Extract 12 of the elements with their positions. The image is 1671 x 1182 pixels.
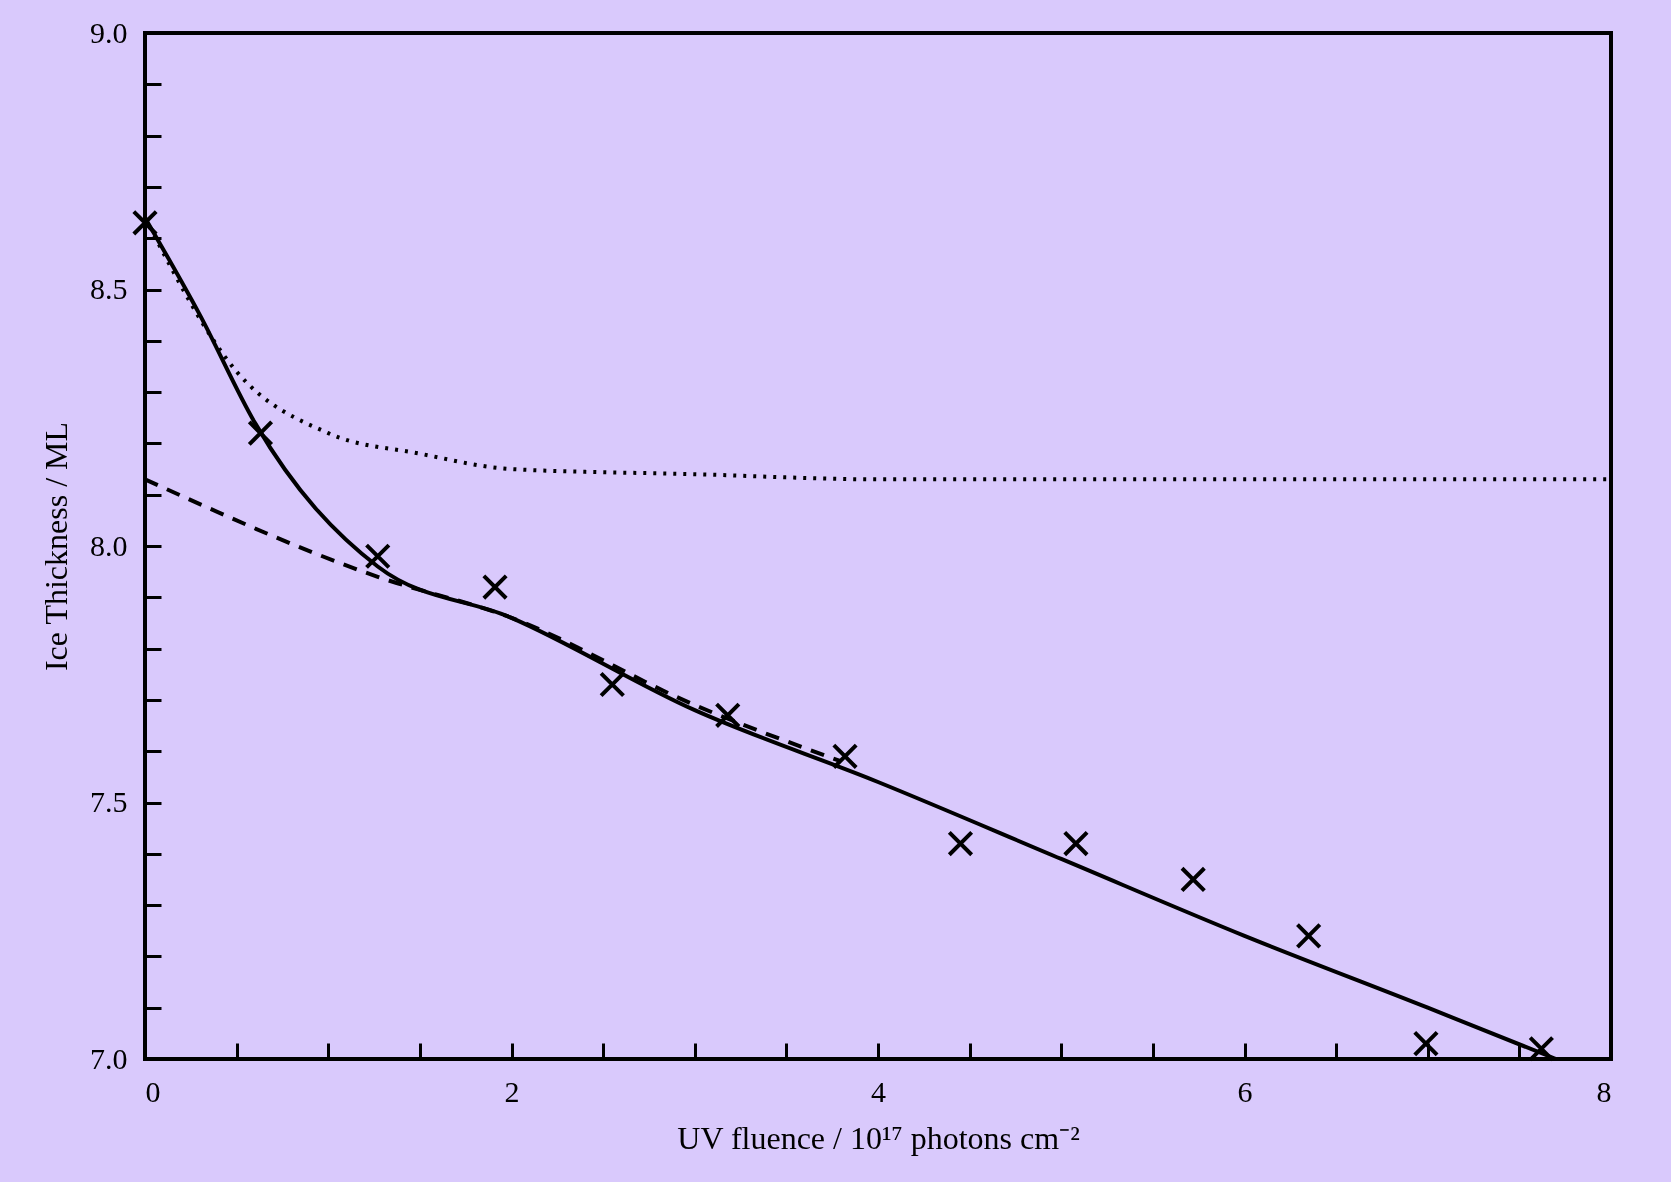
y-tick-label: 8.5 (90, 272, 128, 305)
x-tick-label: 6 (1237, 1074, 1253, 1108)
x-tick-label: 0 (145, 1074, 161, 1108)
y-tick-label: 9.0 (90, 15, 128, 49)
x-tick-label: 4 (871, 1074, 886, 1108)
y-tick-label: 8.0 (90, 528, 128, 562)
y-axis-title: Ice Thickness / ML (38, 421, 74, 672)
x-tick-label: 2 (504, 1074, 520, 1108)
x-axis-title: UV fluence / 10¹⁷ photons cm⁻² (677, 1119, 1080, 1156)
y-tick-label: 7.5 (90, 785, 128, 818)
x-tick-label: 8 (1596, 1074, 1612, 1108)
y-tick-label: 7.0 (90, 1041, 128, 1075)
